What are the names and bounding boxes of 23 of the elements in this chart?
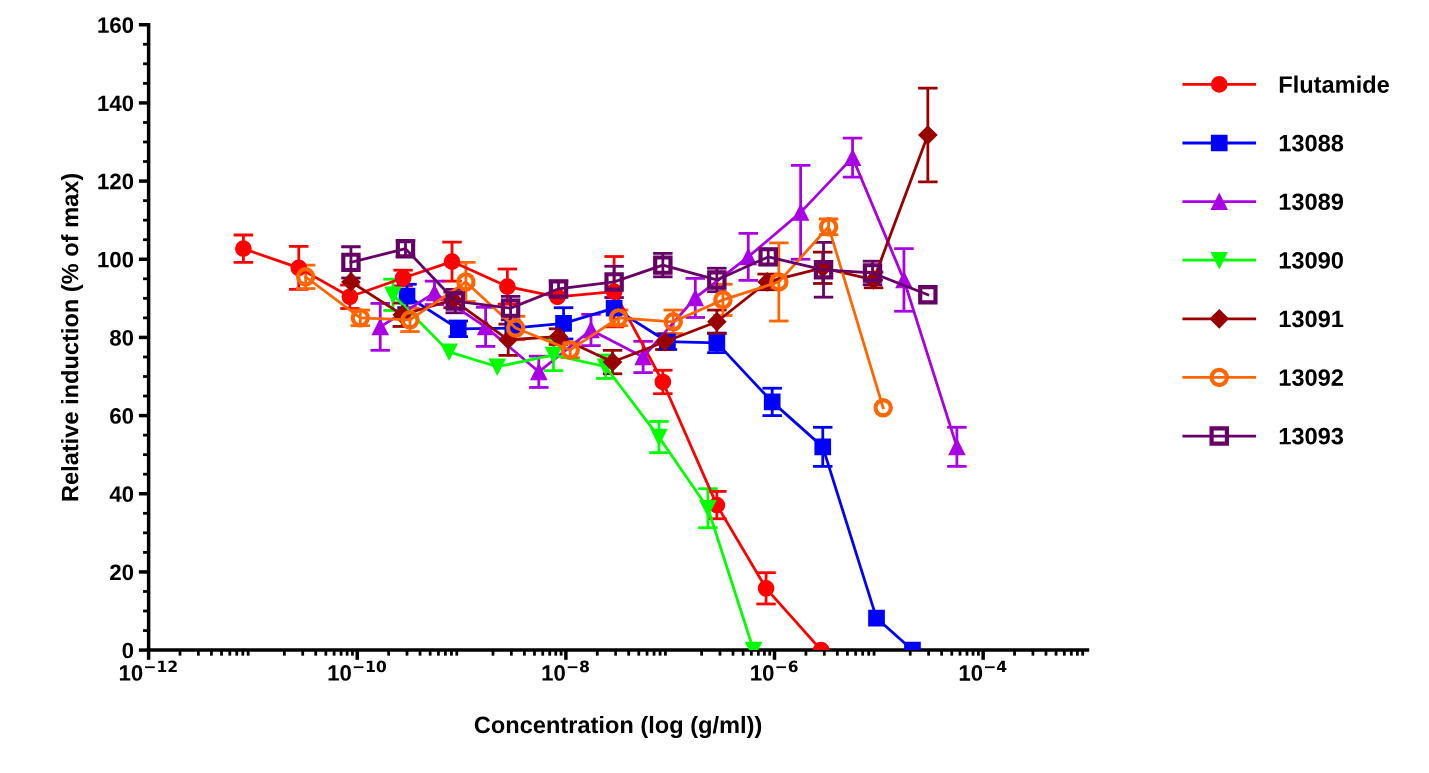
legend-label: 13090 [1279, 251, 1343, 269]
x-axis-title: Concentration (log (g/ml)) [474, 715, 762, 739]
x-tick-label: 10$^{−10}$ [328, 660, 387, 681]
y-tick-label: 0 [122, 642, 134, 659]
y-axis-title: Relative induction (% of max) [61, 173, 84, 501]
y-tick-label: 160 [98, 17, 134, 34]
x-tick-label: 10$^{−12}$ [119, 660, 177, 681]
legend-label: Flutamide [1279, 75, 1389, 93]
y-tick-label: 60 [110, 408, 134, 424]
legend-label: 13088 [1279, 134, 1344, 152]
x-tick-label: 10$^{−4}$ [959, 660, 1007, 681]
y-tick-label: 20 [110, 564, 134, 581]
y-tick-label: 120 [98, 173, 134, 190]
legend-label: 13091 [1279, 310, 1344, 328]
x-tick-label: 10$^{−6}$ [751, 660, 798, 681]
legend-label: 13092 [1279, 369, 1343, 386]
x-tick-label: 10$^{−8}$ [542, 660, 589, 681]
y-tick-label: 100 [98, 251, 134, 268]
legend-label: 13093 [1279, 427, 1344, 445]
y-tick-label: 40 [109, 486, 134, 503]
legend-label: 13089 [1279, 193, 1344, 211]
y-tick-label: 140 [98, 95, 134, 112]
y-tick-label: 80 [110, 329, 134, 346]
